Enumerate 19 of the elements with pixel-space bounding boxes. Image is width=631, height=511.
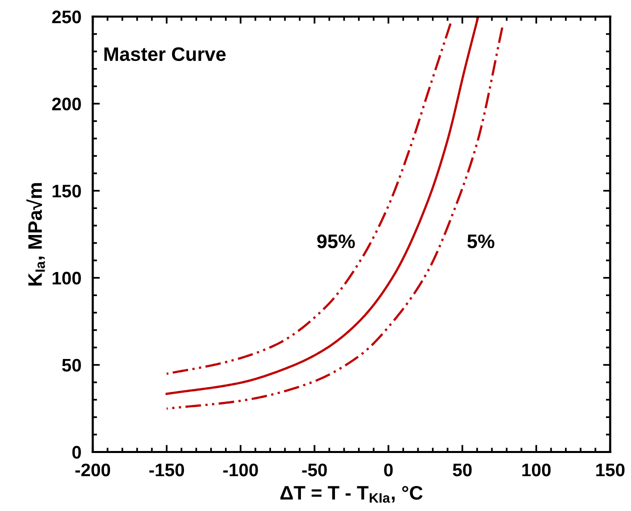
y-axis-title: K$_{Ia}$, MPa√m xyxy=(26,183,45,286)
y-tick-label: 0 xyxy=(72,446,81,459)
y-tick-label: 250 xyxy=(52,10,81,24)
x-axis-title: ΔT = T - T$_{KIa}$, °C xyxy=(280,486,423,503)
annotation: 5% xyxy=(467,234,494,248)
x-tick-label: 100 xyxy=(522,464,551,476)
x-tick-label: -100 xyxy=(223,464,258,476)
annotation: 95% xyxy=(317,234,355,248)
y-tick-label: 50 xyxy=(62,358,81,372)
x-tick-label: 0 xyxy=(384,464,393,476)
x-tick-label: 50 xyxy=(452,464,472,476)
x-tick-label: -200 xyxy=(75,464,110,476)
x-tick-label: -150 xyxy=(149,464,184,476)
x-tick-label: 150 xyxy=(596,464,624,476)
y-tick-label: 200 xyxy=(52,98,81,110)
x-tick-label: -50 xyxy=(302,464,327,476)
y-tick-label: 100 xyxy=(52,272,81,285)
annotation: Master Curve xyxy=(104,47,226,62)
y-tick-label: 150 xyxy=(52,184,81,198)
